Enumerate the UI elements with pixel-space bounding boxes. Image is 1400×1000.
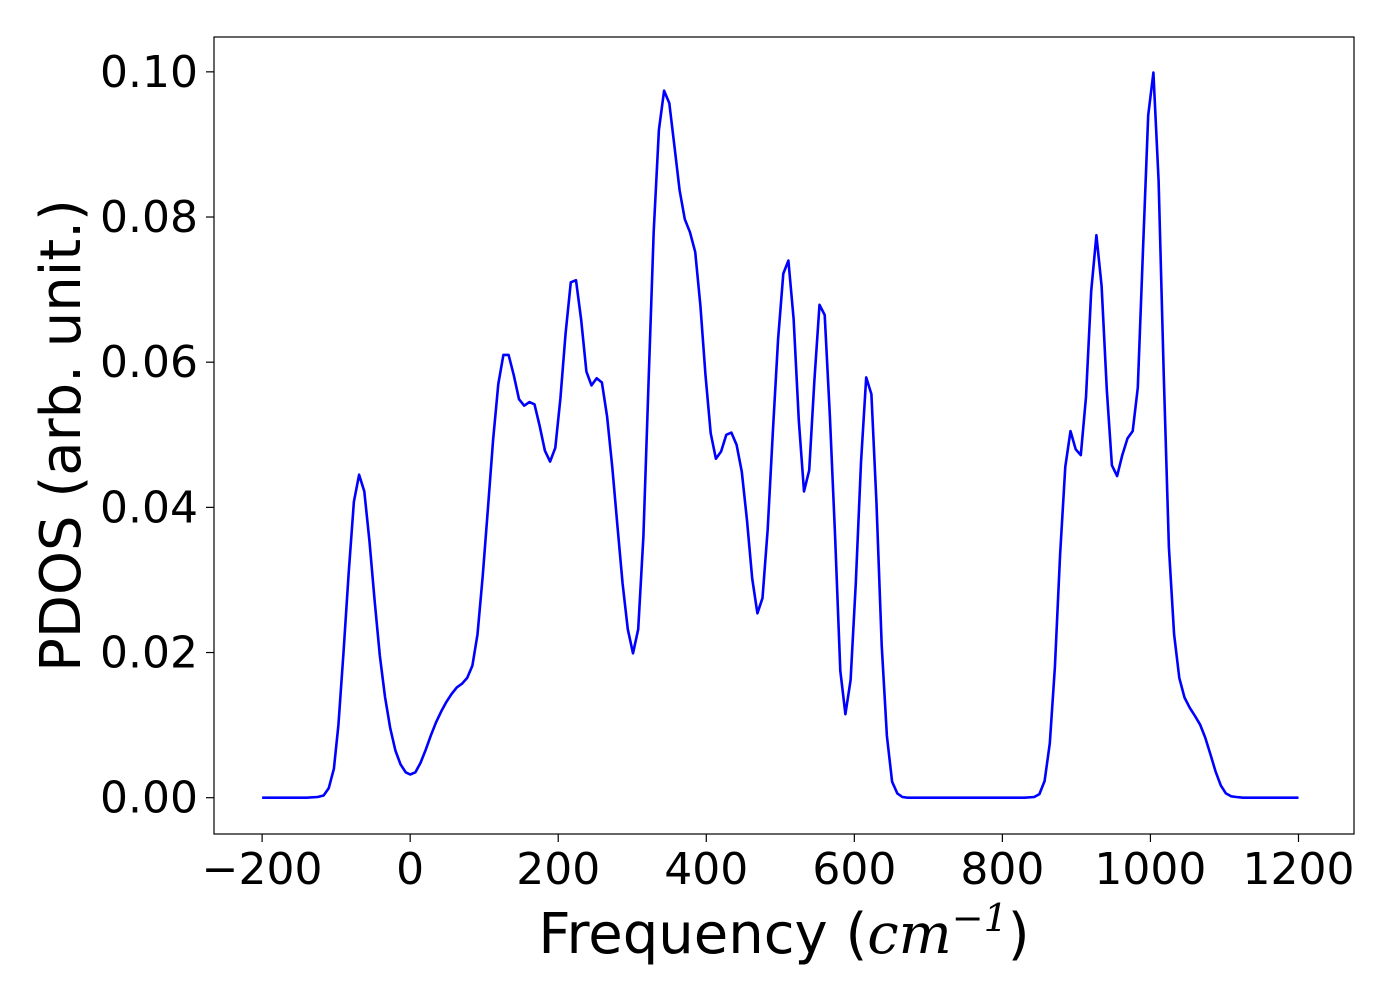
x-axis-label-prefix: Frequency ( xyxy=(538,902,867,967)
x-tick-label: 600 xyxy=(812,844,896,895)
x-tick-label: 1000 xyxy=(1094,844,1206,895)
x-tick-label: 800 xyxy=(960,844,1044,895)
y-tick-label: 0.10 xyxy=(100,47,198,98)
x-axis-label-math: cm xyxy=(867,902,951,967)
x-axis-ticks: −200 0 200 400 600 800 1000 1200 xyxy=(202,834,1354,895)
x-tick-label: 1200 xyxy=(1242,844,1354,895)
plot-frame xyxy=(213,36,1355,835)
x-axis-label-superscript: −1 xyxy=(952,896,1008,940)
y-tick-label: 0.06 xyxy=(100,337,198,388)
x-tick-label: 400 xyxy=(664,844,748,895)
y-tick-label: 0.00 xyxy=(100,773,198,824)
x-tick-label: 0 xyxy=(396,844,424,895)
y-axis-label: PDOS (arb. unit.) xyxy=(29,199,94,672)
pdos-series-line xyxy=(262,71,1299,799)
x-axis-label: Frequency (cm−1) xyxy=(538,896,1029,967)
y-axis-ticks: 0.00 0.02 0.04 0.06 0.08 0.10 xyxy=(100,47,214,824)
y-tick-label: 0.04 xyxy=(100,482,198,533)
x-axis-label-suffix: ) xyxy=(1008,902,1030,967)
x-tick-label: 200 xyxy=(516,844,600,895)
y-tick-label: 0.02 xyxy=(100,628,198,679)
y-tick-label: 0.08 xyxy=(100,192,198,243)
x-tick-label: −200 xyxy=(202,844,323,895)
